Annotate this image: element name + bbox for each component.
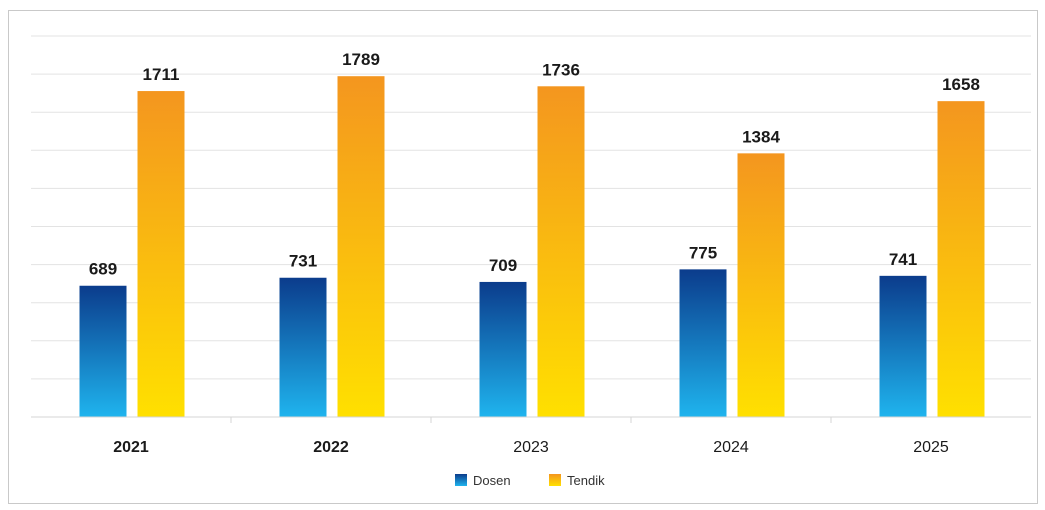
bar-tendik-2024 bbox=[737, 153, 785, 417]
bar-tendik-2025 bbox=[937, 101, 985, 417]
x-tick-label-2024: 2024 bbox=[713, 439, 749, 456]
value-label-tendik-2021: 1711 bbox=[143, 65, 180, 84]
x-tick-label-2025: 2025 bbox=[913, 439, 949, 456]
bars bbox=[79, 76, 985, 418]
bar-tendik-2022 bbox=[337, 76, 385, 418]
x-axis: 2021 2022 2023 2024 2025 bbox=[31, 416, 1031, 456]
legend-swatch-tendik bbox=[549, 474, 561, 486]
value-labels: 689 1711 731 1789 709 1736 775 1384 741 1658 bbox=[89, 50, 980, 279]
bar-chart: 689 1711 731 1789 709 1736 775 1384 741 1658 2021… bbox=[31, 35, 1031, 488]
bar-dosen-2023 bbox=[479, 281, 527, 417]
value-label-tendik-2022: 1789 bbox=[342, 50, 380, 69]
value-label-dosen-2023: 709 bbox=[489, 256, 517, 275]
value-label-tendik-2024: 1384 bbox=[742, 127, 780, 146]
bar-tendik-2021 bbox=[137, 91, 185, 417]
value-label-tendik-2025: 1658 bbox=[942, 75, 980, 94]
value-label-dosen-2022: 731 bbox=[289, 252, 317, 271]
legend: Dosen Tendik bbox=[455, 473, 605, 488]
value-label-dosen-2025: 741 bbox=[889, 250, 917, 269]
value-label-dosen-2021: 689 bbox=[89, 260, 117, 279]
x-tick-label-2023: 2023 bbox=[513, 439, 549, 456]
bar-dosen-2021 bbox=[79, 285, 127, 417]
gridlines bbox=[31, 35, 1031, 380]
legend-swatch-dosen bbox=[455, 474, 467, 486]
x-tick-label-2022: 2022 bbox=[313, 439, 349, 456]
value-label-dosen-2024: 775 bbox=[689, 243, 717, 262]
x-tick-label-2021: 2021 bbox=[113, 439, 149, 456]
value-label-tendik-2023: 1736 bbox=[542, 60, 580, 79]
bar-dosen-2025 bbox=[879, 275, 927, 417]
bar-dosen-2024 bbox=[679, 269, 727, 417]
legend-label-dosen: Dosen bbox=[473, 473, 511, 488]
bar-dosen-2022 bbox=[279, 277, 327, 417]
legend-label-tendik: Tendik bbox=[567, 473, 605, 488]
chart-frame: 689 1711 731 1789 709 1736 775 1384 741 1658 2021… bbox=[8, 10, 1038, 504]
bar-tendik-2023 bbox=[537, 86, 585, 418]
